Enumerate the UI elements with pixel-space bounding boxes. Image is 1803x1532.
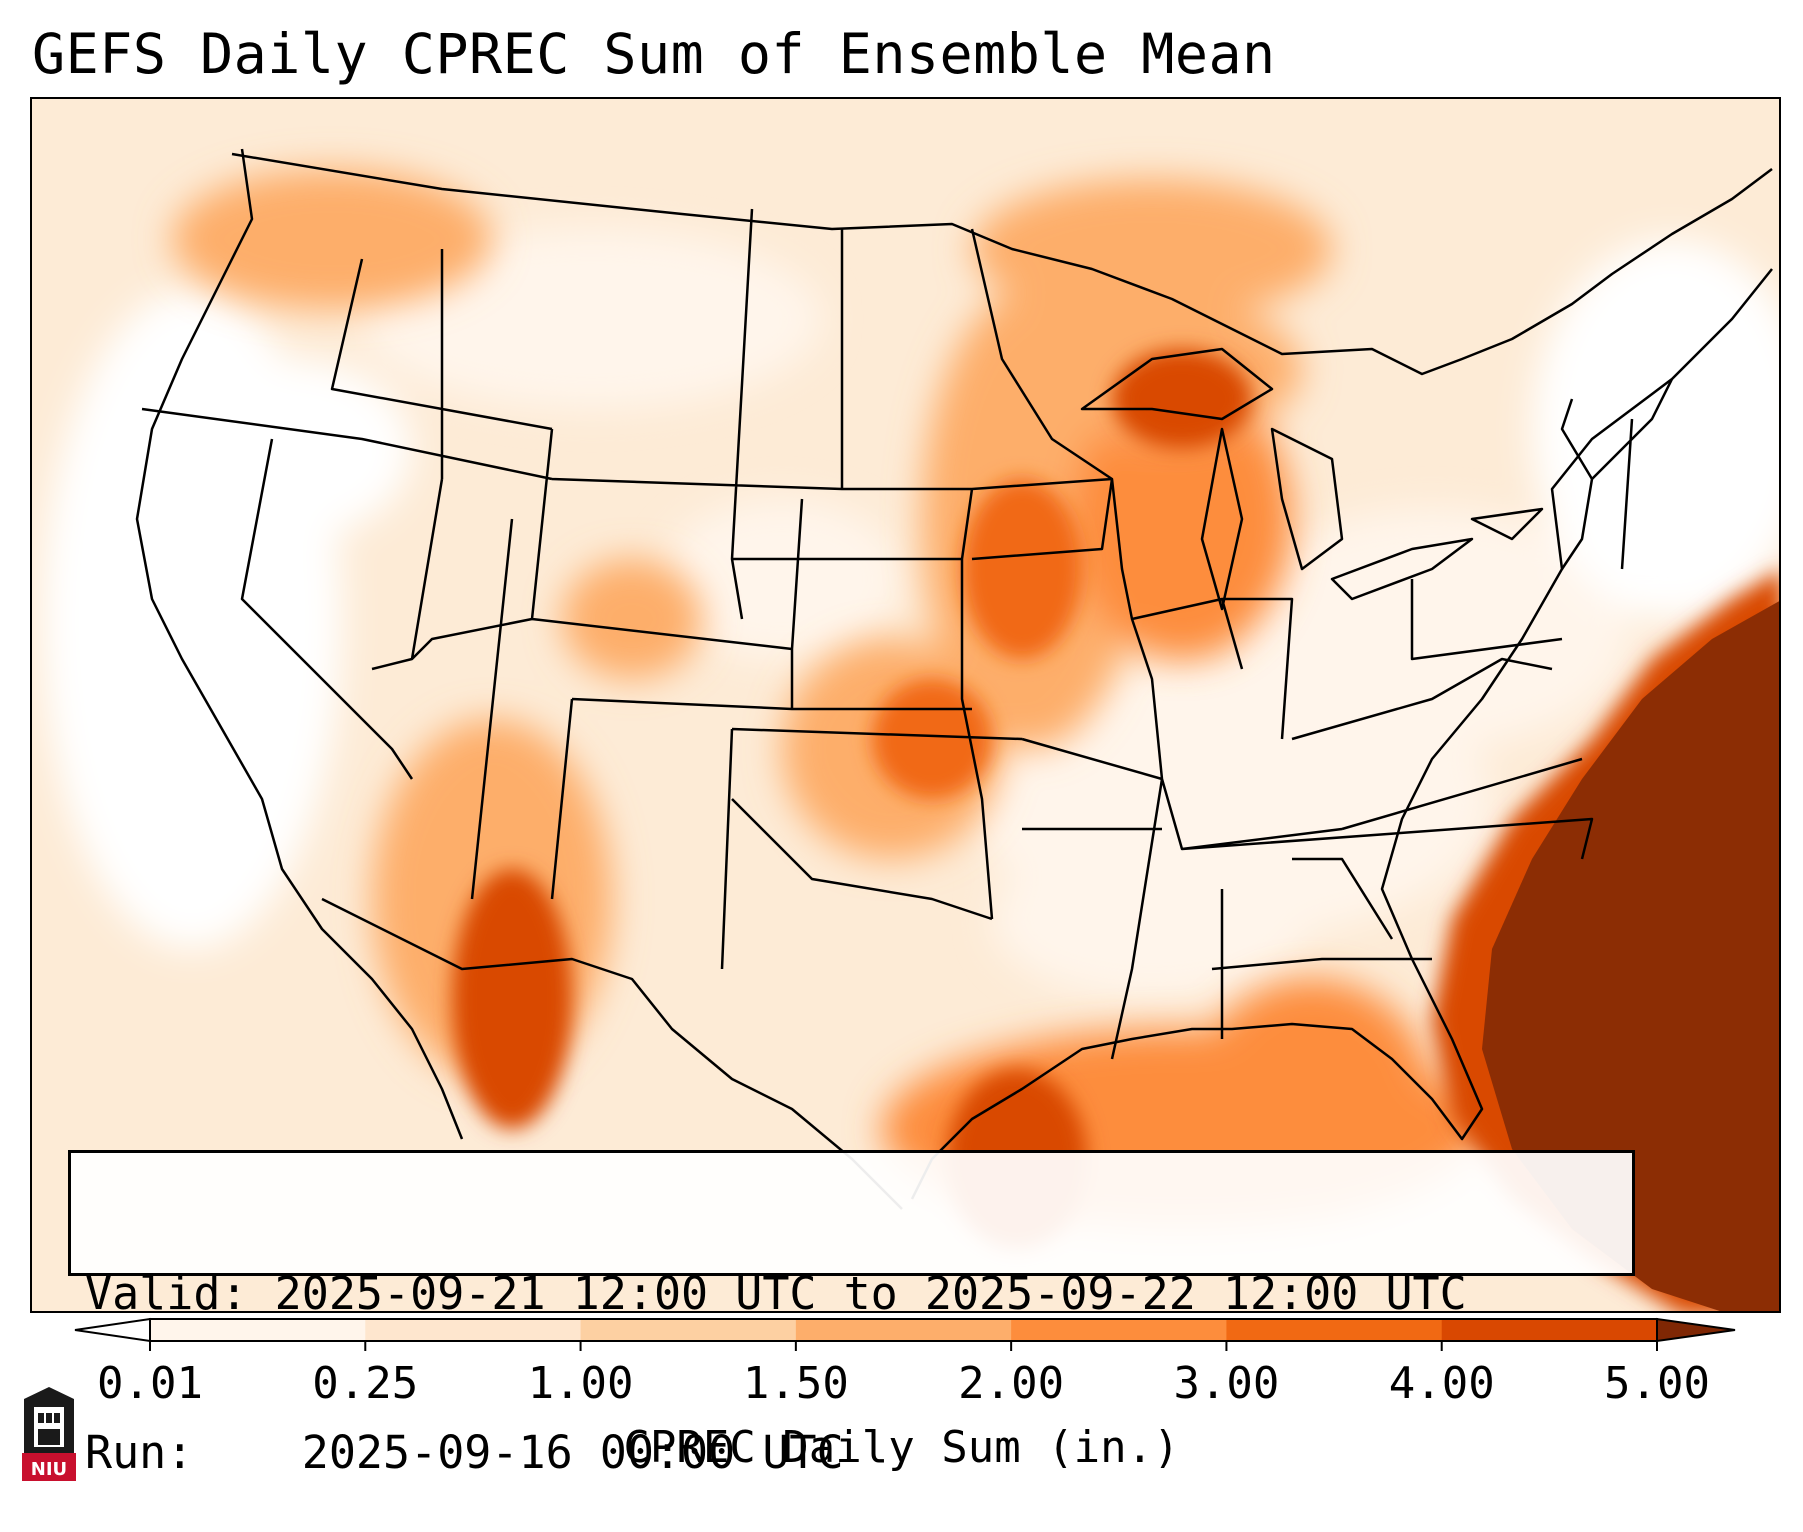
valid-value: 2025-09-21 12:00 UTC to 2025-09-22 12:00… <box>274 1267 1467 1320</box>
colorbar-over-arrow <box>1656 1317 1736 1343</box>
run-line: Run: 2025-09-16 00:00 UTC <box>85 1426 1618 1479</box>
colorbar-tick-label: 0.01 <box>97 1358 203 1409</box>
colorbar-tick-label: 2.00 <box>958 1358 1065 1409</box>
lake-superior <box>1080 347 1274 421</box>
lake-huron <box>1270 427 1344 571</box>
map-panel[interactable] <box>30 97 1781 1313</box>
colorbar-segment <box>795 1319 1012 1341</box>
colorbar-outline <box>149 1318 1658 1342</box>
gulf-atlantic-coastline <box>910 268 1773 1200</box>
colorbar-under-arrow <box>74 1317 151 1343</box>
run-value: 2025-09-16 00:00 UTC <box>301 1426 844 1479</box>
lake-erie <box>1330 537 1474 601</box>
precip-light-areas <box>42 229 1779 999</box>
us-mexico-border <box>321 897 903 1210</box>
niu-logo: NIU <box>22 1387 76 1481</box>
valid-line: Valid: 2025-09-21 12:00 UTC to 2025-09-2… <box>85 1267 1618 1320</box>
pacific-coastline <box>135 148 464 1140</box>
colorbar-tick-label: 4.00 <box>1388 1358 1495 1409</box>
us-canada-border <box>231 152 1773 376</box>
colorbar-tick-label: 1.50 <box>742 1358 849 1409</box>
colorbar-segment <box>1226 1319 1443 1341</box>
boundary-lines <box>135 148 1773 1210</box>
map-title: GEFS Daily CPREC Sum of Ensemble Mean <box>32 22 1276 86</box>
colorbar-segment <box>580 1319 797 1341</box>
colorbar-segment <box>1441 1319 1658 1341</box>
colorbar-segment <box>150 1319 366 1341</box>
colorbar-tick-label: 0.25 <box>312 1358 419 1409</box>
colorbar-tick-label: 3.00 <box>1173 1358 1280 1409</box>
colorbar-tick-label: 1.00 <box>527 1358 634 1409</box>
valid-run-info-box: Valid: 2025-09-21 12:00 UTC to 2025-09-2… <box>68 1150 1635 1479</box>
lake-michigan <box>1200 427 1244 611</box>
run-label: Run: <box>85 1426 194 1479</box>
colorbar-label: CPREC Daily Sum (in.) <box>623 1422 1180 1473</box>
lake-ontario <box>1470 507 1544 541</box>
colorbar-segment <box>365 1319 582 1341</box>
atlantic-max-precip <box>1482 601 1779 1311</box>
colorbar-tick-label: 5.00 <box>1604 1358 1710 1409</box>
colorbar <box>74 1317 1736 1351</box>
logo-text: NIU <box>31 1459 67 1480</box>
state-lines <box>141 208 1674 1060</box>
colorbar-segment <box>1011 1319 1227 1341</box>
valid-label: Valid: <box>85 1267 248 1320</box>
precipitation-map <box>32 99 1779 1311</box>
